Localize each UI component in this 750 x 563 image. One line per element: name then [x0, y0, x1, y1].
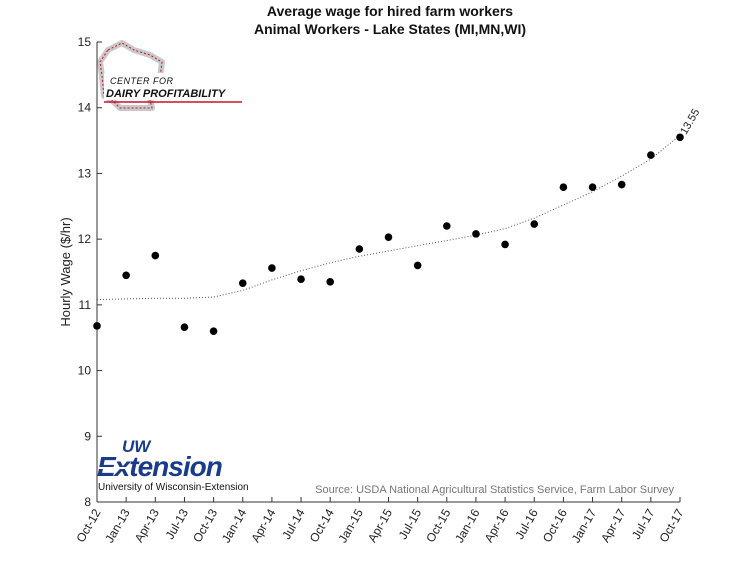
- x-tick-label: Jan-15: [335, 506, 366, 545]
- y-tick-label: 10: [78, 364, 92, 378]
- uw-logo-main: Extension: [97, 451, 222, 482]
- data-point: [588, 183, 597, 192]
- last-value-label: 13.55: [678, 107, 702, 137]
- data-point: [443, 222, 451, 230]
- data-point: [355, 245, 364, 253]
- x-tick-label: Apr-13: [132, 506, 162, 544]
- uw-logo-subtitle: University of Wisconsin-Extension: [98, 482, 249, 493]
- data-point: [238, 279, 247, 287]
- data-point: [501, 240, 509, 249]
- x-tick-label: Oct-13: [190, 506, 220, 544]
- y-tick-label: 12: [78, 232, 92, 246]
- data-point: [559, 183, 568, 192]
- x-tick-label: Apr-17: [598, 506, 628, 544]
- data-point: [326, 278, 335, 286]
- data-point: [209, 327, 218, 335]
- data-point: [413, 261, 422, 270]
- chart-title: Average wage for hired farm workers: [266, 3, 514, 19]
- data-point: [180, 323, 189, 332]
- x-tick-label: Jan-14: [219, 506, 250, 545]
- x-tick-label: Oct-12: [73, 506, 103, 544]
- source-note: Source: USDA National Agricultural Stati…: [315, 484, 674, 496]
- x-tick-label: Jan-13: [102, 506, 133, 545]
- uw-logo-top: UW: [122, 437, 152, 456]
- uw-extension-logo: UW Extension University of Wisconsin-Ext…: [97, 437, 249, 493]
- y-tick-label: 15: [78, 35, 92, 49]
- data-point: [122, 271, 130, 280]
- data-point: [617, 180, 626, 189]
- x-tick-label: Apr-16: [482, 506, 512, 544]
- data-point: [297, 275, 305, 284]
- x-tick-label: Oct-15: [423, 506, 453, 544]
- data-points: [93, 133, 684, 335]
- x-tick-label: Jan-17: [569, 506, 600, 545]
- data-point: [384, 233, 393, 241]
- x-tick-label: Apr-14: [248, 506, 278, 544]
- x-tick-label: Apr-15: [365, 506, 395, 544]
- data-point: [268, 264, 276, 272]
- x-tick-label: Jul-16: [512, 506, 541, 542]
- data-point: [472, 230, 480, 238]
- data-point: [676, 133, 684, 142]
- chart-subtitle: Animal Workers - Lake States (MI,MN,WI): [253, 21, 526, 37]
- x-tick-label: Jul-13: [163, 506, 192, 542]
- x-tick-label: Oct-17: [656, 506, 686, 544]
- x-tick-label: Jul-14: [279, 506, 308, 542]
- data-point: [530, 220, 539, 228]
- cdp-logo-line2: DAIRY PROFITABILITY: [106, 88, 227, 100]
- x-tick-label: Jan-16: [452, 506, 483, 545]
- y-tick-label: 9: [84, 429, 91, 443]
- cdp-logo: CENTER FOR DAIRY PROFITABILITY: [97, 40, 242, 111]
- data-point: [151, 251, 160, 260]
- y-tick-label: 11: [79, 298, 92, 312]
- y-ticks: 8 9 10 11 12 13 14 15: [78, 35, 102, 509]
- data-point: [647, 151, 655, 159]
- cdp-text-backdrop: [104, 73, 228, 100]
- y-tick-label: 14: [78, 101, 92, 115]
- y-tick-label: 13: [78, 166, 92, 180]
- x-tick-label: Oct-14: [307, 506, 337, 544]
- x-tick-label: Jul-15: [396, 506, 425, 542]
- cdp-logo-line1: CENTER FOR: [110, 76, 174, 86]
- data-point: [93, 322, 101, 330]
- x-tick-label: Oct-16: [540, 506, 570, 544]
- y-axis-label: Hourly Wage ($/hr): [58, 217, 73, 326]
- x-tick-label: Jul-17: [629, 506, 658, 542]
- y-tick-label: 8: [84, 495, 91, 509]
- trendline: [96, 134, 681, 301]
